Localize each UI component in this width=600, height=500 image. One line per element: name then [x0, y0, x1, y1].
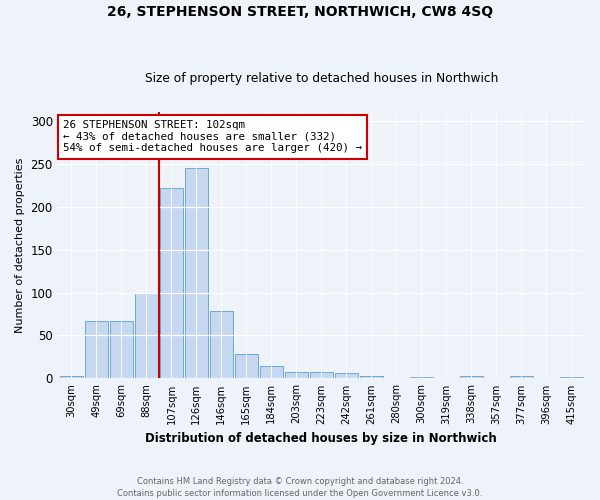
Text: 26, STEPHENSON STREET, NORTHWICH, CW8 4SQ: 26, STEPHENSON STREET, NORTHWICH, CW8 4S… — [107, 5, 493, 19]
Bar — [135, 292, 158, 378]
Text: Contains HM Land Registry data © Crown copyright and database right 2024.
Contai: Contains HM Land Registry data © Crown c… — [118, 476, 482, 498]
Y-axis label: Number of detached properties: Number of detached properties — [15, 158, 25, 333]
Bar — [360, 376, 383, 378]
X-axis label: Distribution of detached houses by size in Northwich: Distribution of detached houses by size … — [145, 432, 497, 445]
Bar — [235, 354, 257, 378]
Bar — [335, 374, 358, 378]
Bar — [560, 376, 583, 378]
Bar — [185, 168, 208, 378]
Title: Size of property relative to detached houses in Northwich: Size of property relative to detached ho… — [145, 72, 498, 85]
Bar — [510, 376, 533, 378]
Text: 26 STEPHENSON STREET: 102sqm
← 43% of detached houses are smaller (332)
54% of s: 26 STEPHENSON STREET: 102sqm ← 43% of de… — [63, 120, 362, 153]
Bar — [285, 372, 308, 378]
Bar — [110, 321, 133, 378]
Bar — [410, 376, 433, 378]
Bar — [310, 372, 332, 378]
Bar — [260, 366, 283, 378]
Bar — [85, 321, 107, 378]
Bar — [60, 376, 83, 378]
Bar — [460, 376, 482, 378]
Bar — [210, 312, 233, 378]
Bar — [160, 188, 182, 378]
